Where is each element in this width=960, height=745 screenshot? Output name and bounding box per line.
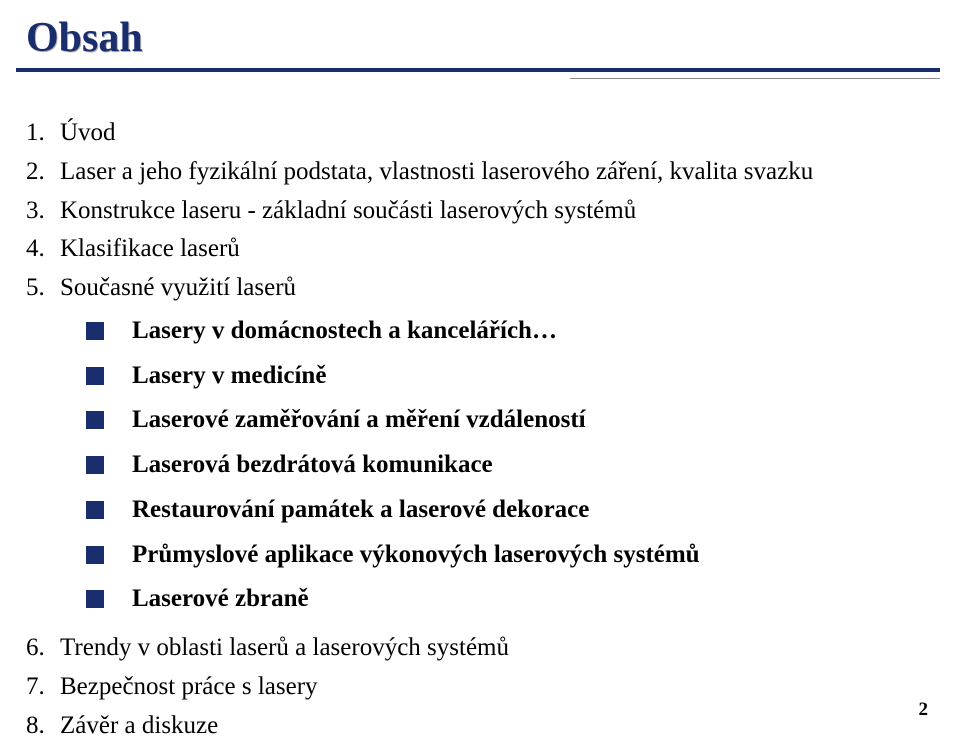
toc-item: 5. Současné využití laserů Lasery v domá… [26,269,850,629]
toc-item: 4. Klasifikace laserů [26,230,850,269]
toc-item-text: Klasifikace laserů [60,230,240,269]
toc-item-text: Závěr a diskuze [60,707,218,745]
square-bullet-icon [86,501,104,519]
toc-subitem: Laserové zaměřování a měření vzdáleností [86,401,850,440]
page-number: 2 [919,699,929,721]
toc-item-number: 3. [26,192,60,231]
square-bullet-icon [86,322,104,340]
toc-subitem-text: Laserová bezdrátová komunikace [132,446,493,485]
toc-sublist: Lasery v domácnostech a kancelářích… Las… [86,312,850,625]
toc-item-number: 5. [26,269,60,308]
toc-item-number: 8. [26,707,60,745]
toc-item-number: 1. [26,114,60,153]
toc-item: 8. Závěr a diskuze [26,707,850,745]
toc-item: 1. Úvod [26,114,850,153]
toc-item-text: Současné využití laserů [60,269,296,308]
toc-subitem-text: Restaurování památek a laserové dekorace [132,491,589,530]
toc-subitem: Restaurování památek a laserové dekorace [86,491,850,530]
toc-item: 7. Bezpečnost práce s lasery [26,668,850,707]
square-bullet-icon [86,456,104,474]
toc-item-number: 7. [26,668,60,707]
toc-item-number: 2. [26,153,60,192]
square-bullet-icon [86,367,104,385]
toc-subitem: Průmyslové aplikace výkonových laserovýc… [86,536,850,575]
toc-subitem-text: Laserové zbraně [132,580,309,619]
toc-subitem: Lasery v medicíně [86,357,850,396]
toc-item-text: Laser a jeho fyzikální podstata, vlastno… [60,153,813,192]
square-bullet-icon [86,546,104,564]
square-bullet-icon [86,590,104,608]
toc-subitem: Laserová bezdrátová komunikace [86,446,850,485]
toc-subitem-text: Laserové zaměřování a měření vzdáleností [132,401,586,440]
toc-item: 2. Laser a jeho fyzikální podstata, vlas… [26,153,850,192]
rule-sub [570,78,940,79]
toc-subitem-text: Lasery v medicíně [132,357,326,396]
toc-item-text: Trendy v oblasti laserů a laserových sys… [60,629,509,668]
toc-subitem: Lasery v domácnostech a kancelářích… [86,312,850,351]
toc-item-number: 6. [26,629,60,668]
toc-list: 1. Úvod 2. Laser a jeho fyzikální podsta… [26,114,850,745]
slide-page: Obsah 1. Úvod 2. Laser a jeho fyzikální … [0,0,960,733]
toc-subitem-text: Lasery v domácnostech a kancelářích… [132,312,557,351]
square-bullet-icon [86,411,104,429]
title-rule [16,68,940,86]
toc-item-text: Konstrukce laseru - základní součásti la… [60,192,636,231]
toc-item-number: 4. [26,230,60,269]
toc-subitem: Laserové zbraně [86,580,850,619]
rule-main [16,68,940,72]
toc-subitem-text: Průmyslové aplikace výkonových laserovýc… [132,536,700,575]
toc-item: 3. Konstrukce laseru - základní součásti… [26,192,850,231]
toc-item-text: Úvod [60,114,116,153]
page-title: Obsah [26,14,850,62]
toc-item-text: Bezpečnost práce s lasery [60,668,318,707]
toc-item: 6. Trendy v oblasti laserů a laserových … [26,629,850,668]
